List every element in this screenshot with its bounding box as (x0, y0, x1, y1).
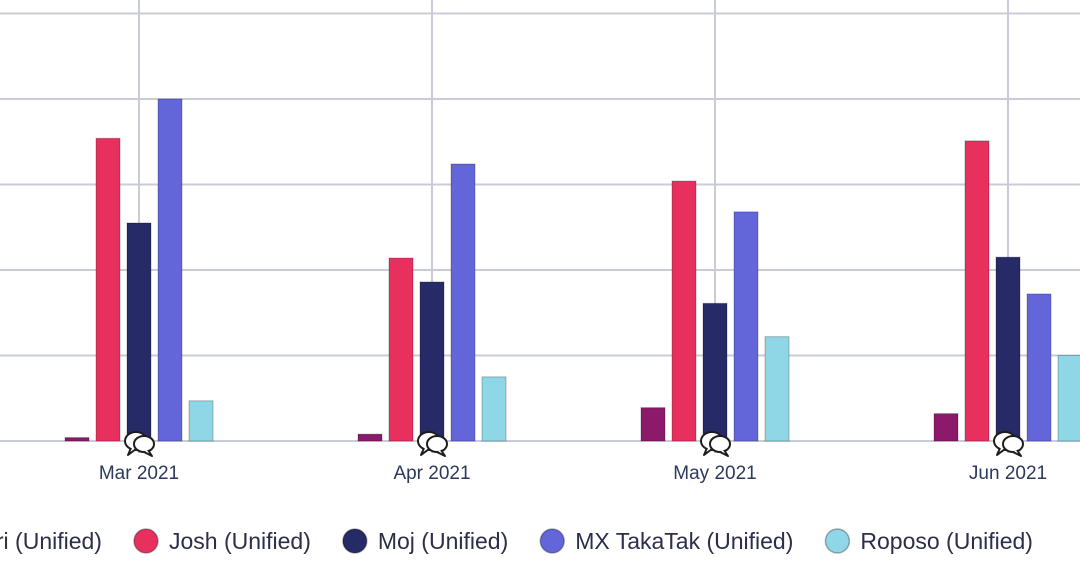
bar-chingari-unified[interactable]: Chingari (Unified) — Mar 2021: 0.4 (64, 437, 90, 442)
legend-swatch (824, 528, 851, 554)
bar-josh-unified[interactable]: Josh (Unified) — May 2021: 30.4 (671, 180, 697, 442)
legend[interactable]: Chingari (Unified) Josh (Unified) Moj (Uni… (0, 528, 1033, 554)
legend-swatch (342, 528, 368, 554)
legend-label: Roposo (Unified) (860, 528, 1033, 554)
speech-bubbles-icon[interactable] (993, 431, 1024, 457)
bar-roposo-unified[interactable]: Roposo (Unified) — Mar 2021: 4.7 (188, 400, 214, 442)
bar-roposo-unified[interactable]: Roposo (Unified) — Apr 2021: 7.5 (481, 376, 507, 442)
bar-roposo-unified[interactable]: Roposo (Unified) — Jun 2021: 10 (1057, 355, 1080, 442)
speech-bubbles-icon[interactable] (700, 431, 731, 457)
legend-label: Chingari (Unified) (0, 528, 102, 554)
bar-chingari-unified[interactable]: Chingari (Unified) — May 2021: 3.9 (640, 407, 666, 442)
bar-mx-takatak-unified[interactable]: MX TakaTak (Unified) — Mar 2021: 40 (157, 98, 183, 442)
legend-item[interactable]: Roposo (Unified) (824, 528, 1033, 554)
bars: Chingari (Unified) — Mar 2021: 0.4 Josh (… (64, 98, 1080, 442)
speech-bubbles-icon[interactable] (417, 431, 448, 457)
x-tick-label: Mar 2021 (99, 463, 179, 484)
bar-chingari-unified[interactable]: Chingari (Unified) — Jun 2021: 3.2 (933, 413, 959, 442)
x-tick-label: Apr 2021 (393, 463, 470, 484)
bar-chingari-unified[interactable]: Chingari (Unified) — Apr 2021: 0.8 (357, 433, 383, 442)
x-tick-label: May 2021 (673, 463, 756, 484)
legend-swatch (133, 528, 159, 554)
legend-swatch (539, 528, 565, 554)
bar-mx-takatak-unified[interactable]: MX TakaTak (Unified) — Apr 2021: 32.4 (450, 163, 476, 442)
x-tick-label: Jun 2021 (969, 463, 1047, 484)
annotation-icons (124, 431, 1024, 457)
bar-roposo-unified[interactable]: Roposo (Unified) — May 2021: 12.2 (764, 336, 790, 442)
legend-item[interactable]: MX TakaTak (Unified) (539, 528, 793, 554)
bar-moj-unified[interactable]: Moj (Unified) — Apr 2021: 18.6 (419, 281, 445, 442)
legend-item[interactable]: Chingari (Unified) (0, 528, 102, 554)
x-axis-ticks: Mar 2021 Apr 2021 May 2021 Jun 2021 (99, 463, 1047, 484)
bar-mx-takatak-unified[interactable]: MX TakaTak (Unified) — May 2021: 26.8 (733, 211, 759, 442)
bar-moj-unified[interactable]: Moj (Unified) — May 2021: 16.1 (702, 302, 728, 442)
bar-josh-unified[interactable]: Josh (Unified) — Jun 2021: 35.1 (964, 140, 990, 442)
legend-label: Moj (Unified) (378, 528, 508, 554)
bar-mx-takatak-unified[interactable]: MX TakaTak (Unified) — Jun 2021: 17.2 (1026, 293, 1052, 442)
bar-josh-unified[interactable]: Josh (Unified) — Apr 2021: 21.4 (388, 257, 414, 442)
bar-moj-unified[interactable]: Moj (Unified) — Jun 2021: 21.5 (995, 256, 1021, 442)
legend-label: MX TakaTak (Unified) (575, 528, 793, 554)
legend-item[interactable]: Moj (Unified) (342, 528, 508, 554)
bar-moj-unified[interactable]: Moj (Unified) — Mar 2021: 25.5 (126, 222, 152, 442)
speech-bubbles-icon[interactable] (124, 431, 155, 457)
legend-label: Josh (Unified) (169, 528, 311, 554)
bar-josh-unified[interactable]: Josh (Unified) — Mar 2021: 35.4 (95, 137, 121, 442)
legend-item[interactable]: Josh (Unified) (133, 528, 311, 554)
